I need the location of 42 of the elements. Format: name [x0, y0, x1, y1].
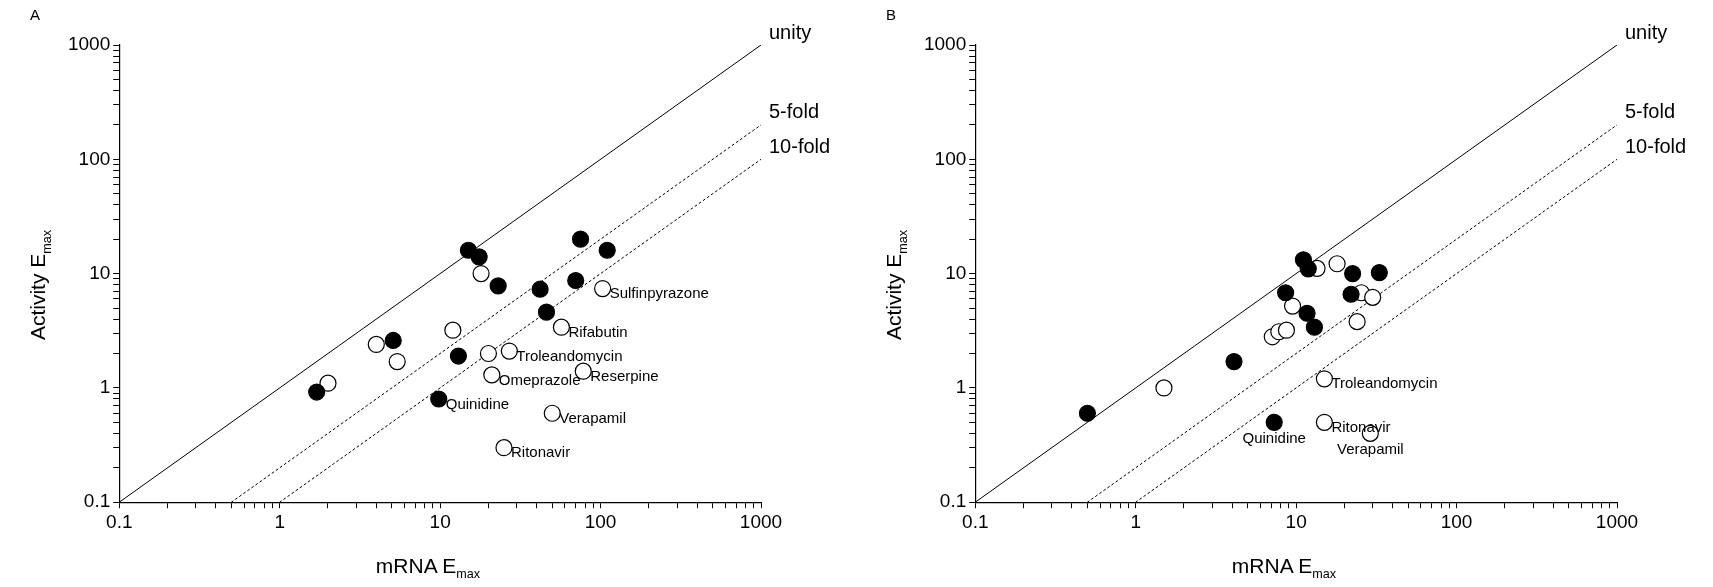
x-tick-label: 1 — [1130, 510, 1141, 532]
y-tick-label: 0.1 — [939, 490, 967, 512]
y-tick-label: 1 — [99, 376, 111, 398]
x-tick-label: 0.1 — [106, 510, 133, 532]
annotation: Quinidine — [1242, 428, 1306, 446]
annotation: Omeprazole — [498, 370, 581, 388]
y-tick-label: 1 — [955, 376, 967, 398]
x-tick-label: 100 — [1440, 510, 1473, 532]
x-tick-label: 1000 — [1595, 510, 1639, 532]
series-label: 10-fold — [1625, 134, 1687, 157]
x-tick-label: 1000 — [739, 510, 783, 532]
series-label: 10-fold — [769, 134, 831, 157]
annotation: Sulfinpyrazone — [609, 284, 709, 302]
y-tick-label: 100 — [78, 147, 111, 169]
annotation: Verapamil — [559, 408, 626, 426]
annotation: Quinidine — [445, 394, 510, 412]
y-tick-label: 0.1 — [83, 490, 111, 512]
series-label: unity — [769, 20, 812, 43]
annotation: Verapamil — [1336, 440, 1404, 458]
y-tick-label: 10 — [945, 261, 967, 283]
x-tick-label: 0.1 — [962, 510, 989, 532]
x-axis-title: mRNA E$_{max}$ — [1230, 553, 1338, 581]
annotation: Troleandomycin — [1331, 374, 1438, 392]
annotation: Troleandomycin — [516, 346, 623, 364]
y-tick-label: 100 — [934, 147, 967, 169]
series-label: 5-fold — [769, 100, 820, 123]
y-tick-label: 1000 — [923, 33, 967, 55]
annotation: Ritonavir — [510, 443, 571, 461]
x-tick-label: 100 — [584, 510, 617, 532]
annotation: Ritonavir — [1331, 417, 1391, 435]
chart-title: B — [886, 6, 897, 23]
y-tick-label: 1000 — [67, 33, 111, 55]
x-tick-label: 1 — [274, 510, 285, 532]
x-tick-label: 10 — [429, 510, 451, 532]
chart-title: A — [30, 6, 41, 23]
series-label: 5-fold — [1625, 100, 1676, 123]
x-axis-title: mRNA E$_{max}$ — [374, 553, 482, 581]
annotation: Reserpine — [590, 366, 659, 384]
y-tick-label: 10 — [89, 261, 111, 283]
series-label: unity — [1625, 20, 1668, 43]
x-tick-label: 10 — [1285, 510, 1307, 532]
annotation: Rifabutin — [568, 322, 628, 340]
